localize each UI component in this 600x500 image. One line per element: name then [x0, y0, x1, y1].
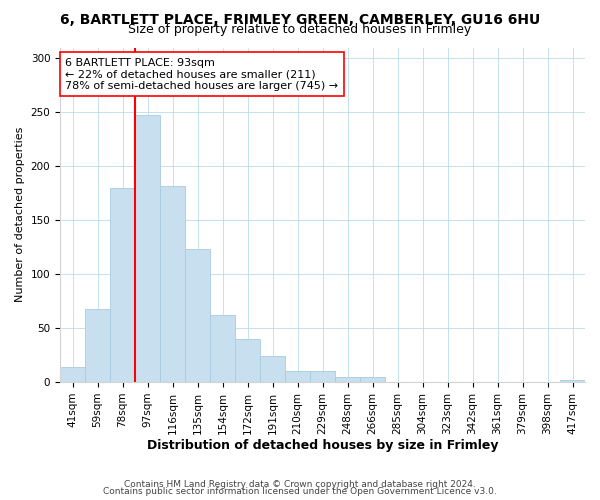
Y-axis label: Number of detached properties: Number of detached properties — [15, 127, 25, 302]
Bar — [135, 116, 160, 382]
Bar — [85, 308, 110, 382]
Bar — [160, 186, 185, 382]
Text: Size of property relative to detached houses in Frimley: Size of property relative to detached ho… — [128, 22, 472, 36]
Text: 6, BARTLETT PLACE, FRIMLEY GREEN, CAMBERLEY, GU16 6HU: 6, BARTLETT PLACE, FRIMLEY GREEN, CAMBER… — [60, 12, 540, 26]
Bar — [210, 315, 235, 382]
Bar — [110, 188, 135, 382]
X-axis label: Distribution of detached houses by size in Frimley: Distribution of detached houses by size … — [147, 440, 498, 452]
Text: Contains HM Land Registry data © Crown copyright and database right 2024.: Contains HM Land Registry data © Crown c… — [124, 480, 476, 489]
Bar — [560, 380, 585, 382]
Bar — [335, 376, 360, 382]
Bar — [185, 250, 210, 382]
Text: Contains public sector information licensed under the Open Government Licence v3: Contains public sector information licen… — [103, 487, 497, 496]
Bar — [285, 372, 310, 382]
Bar — [60, 367, 85, 382]
Bar — [310, 372, 335, 382]
Bar — [235, 339, 260, 382]
Bar — [260, 356, 285, 382]
Text: 6 BARTLETT PLACE: 93sqm
← 22% of detached houses are smaller (211)
78% of semi-d: 6 BARTLETT PLACE: 93sqm ← 22% of detache… — [65, 58, 338, 90]
Bar — [360, 376, 385, 382]
